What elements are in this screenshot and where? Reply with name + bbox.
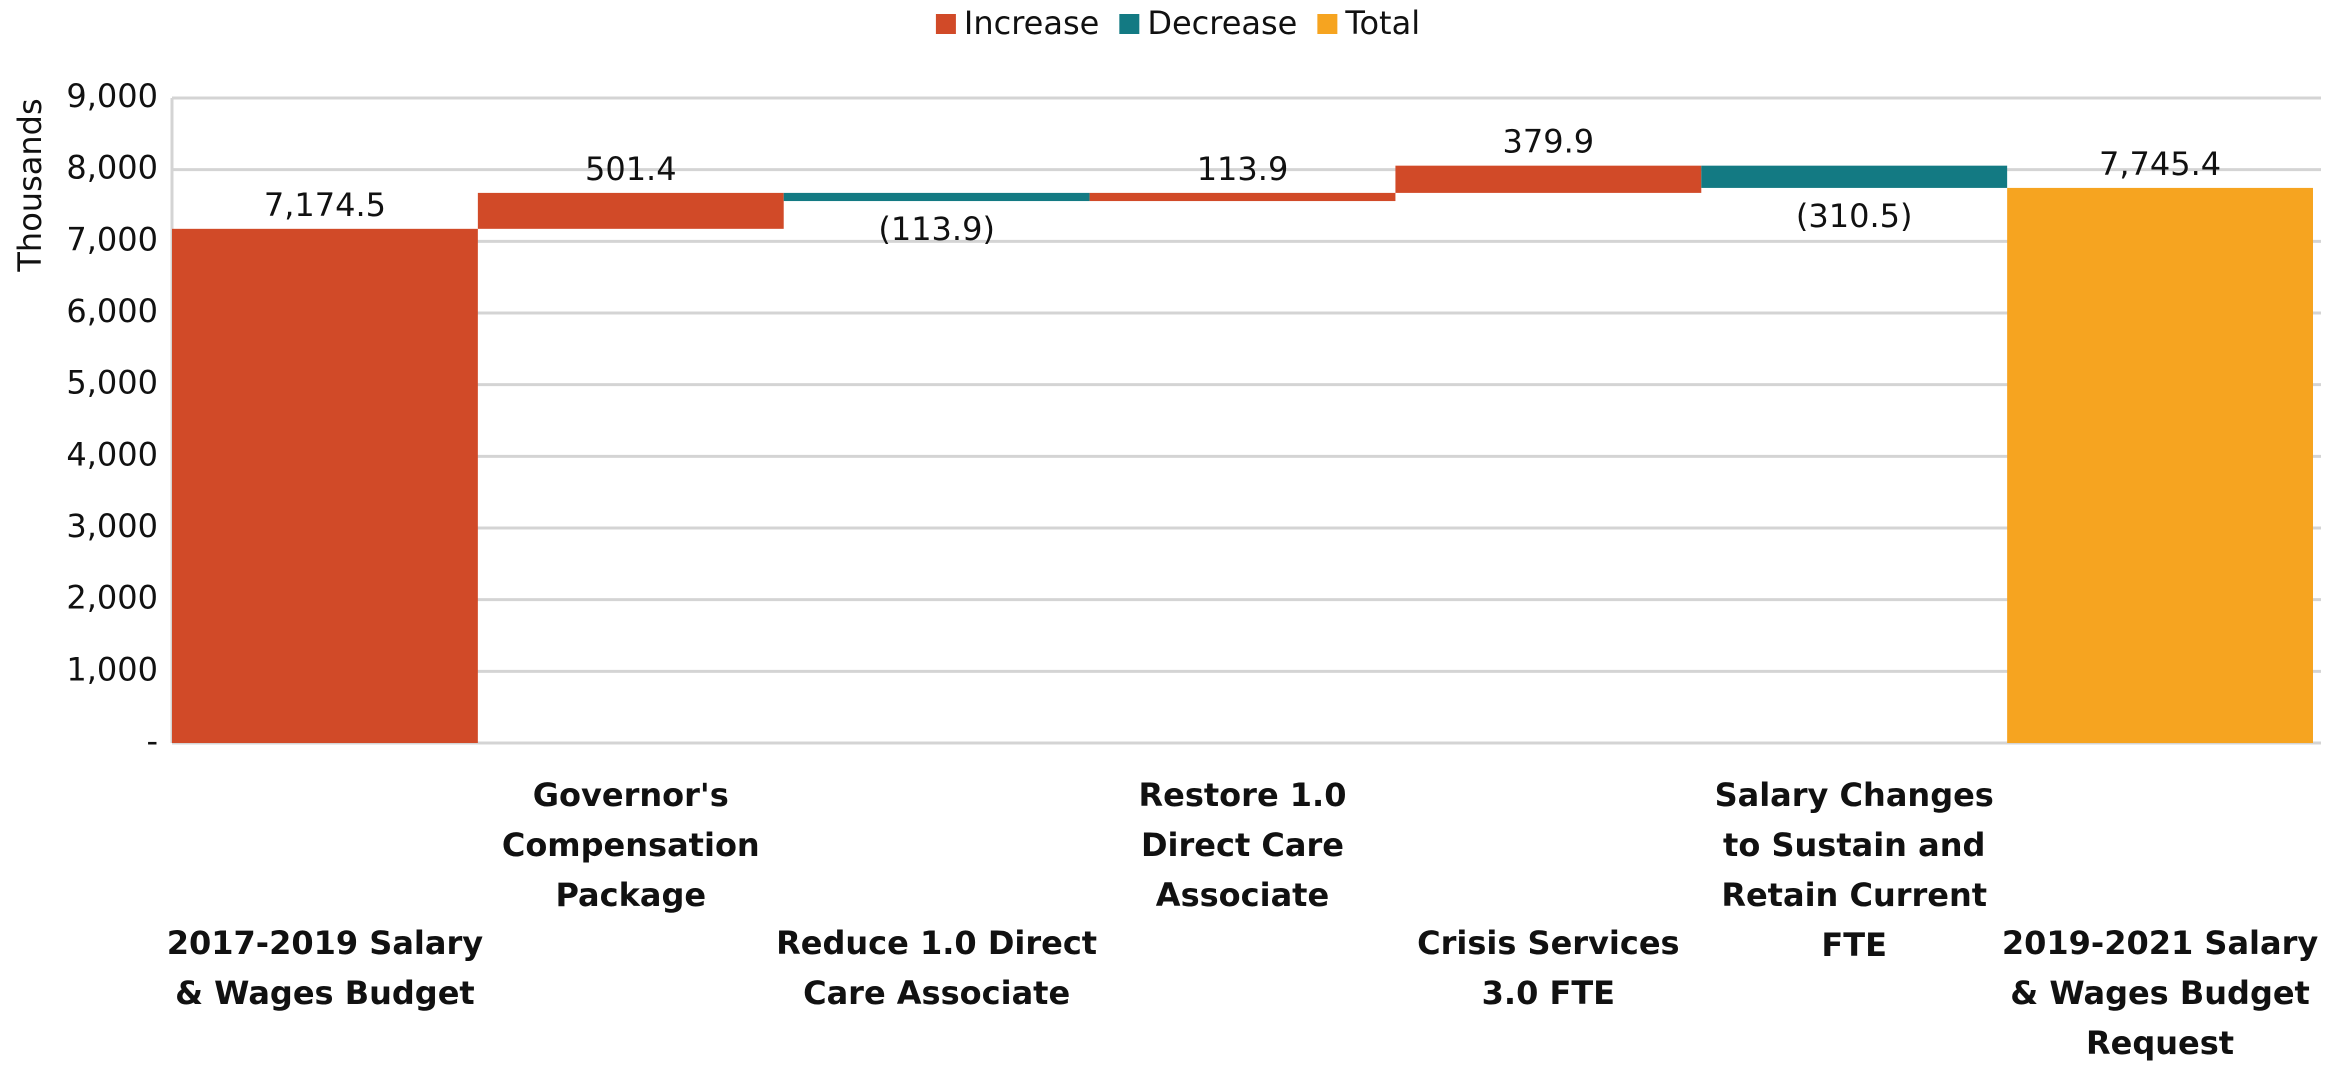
x-tick-label: Restore 1.0 Direct Care Associate [1138, 776, 1347, 914]
y-tick-label: 9,000 [66, 77, 158, 115]
y-tick-label: 1,000 [66, 650, 158, 688]
x-tick-label: Governor's Compensation Package [501, 776, 760, 914]
x-tick-label: 2019-2021 Salary & Wages Budget Request [2001, 924, 2319, 1062]
bar [477, 192, 784, 229]
value-label: 501.4 [585, 150, 677, 188]
y-tick-label: 7,000 [66, 220, 158, 258]
y-tick-label: 6,000 [66, 292, 158, 330]
value-label: 7,174.5 [264, 186, 386, 224]
value-label: 379.9 [1503, 123, 1595, 161]
legend-swatch [935, 14, 956, 34]
x-tick-label: Reduce 1.0 Direct Care Associate [776, 924, 1098, 1012]
value-label: (310.5) [1796, 197, 1913, 235]
y-tick-label: 4,000 [66, 435, 158, 473]
legend-label: Increase [964, 4, 1099, 42]
x-tick-label: 2017-2019 Salary & Wages Budget [166, 924, 484, 1012]
value-label: 113.9 [1197, 150, 1289, 188]
legend-label: Total [1344, 4, 1420, 42]
bar [1701, 165, 2008, 188]
bar [783, 192, 1090, 202]
y-tick-label: 8,000 [66, 149, 158, 187]
y-axis-label: Thousands [11, 98, 49, 272]
legend-swatch [1317, 14, 1338, 34]
y-tick-label: 3,000 [66, 507, 158, 545]
bar [1395, 165, 1702, 193]
legend-label: Decrease [1147, 4, 1297, 42]
y-tick-label: - [146, 722, 158, 760]
value-label: (113.9) [878, 210, 995, 248]
bar [2007, 187, 2313, 744]
bar [172, 228, 478, 743]
y-tick-label: 5,000 [66, 364, 158, 402]
bar [1089, 192, 1396, 202]
value-label: 7,745.4 [2099, 145, 2221, 183]
legend-swatch [1119, 14, 1140, 34]
x-tick-label: Crisis Services 3.0 FTE [1417, 924, 1680, 1012]
x-tick-label: Salary Changes to Sustain and Retain Cur… [1714, 776, 1994, 964]
y-tick-label: 2,000 [66, 579, 158, 617]
